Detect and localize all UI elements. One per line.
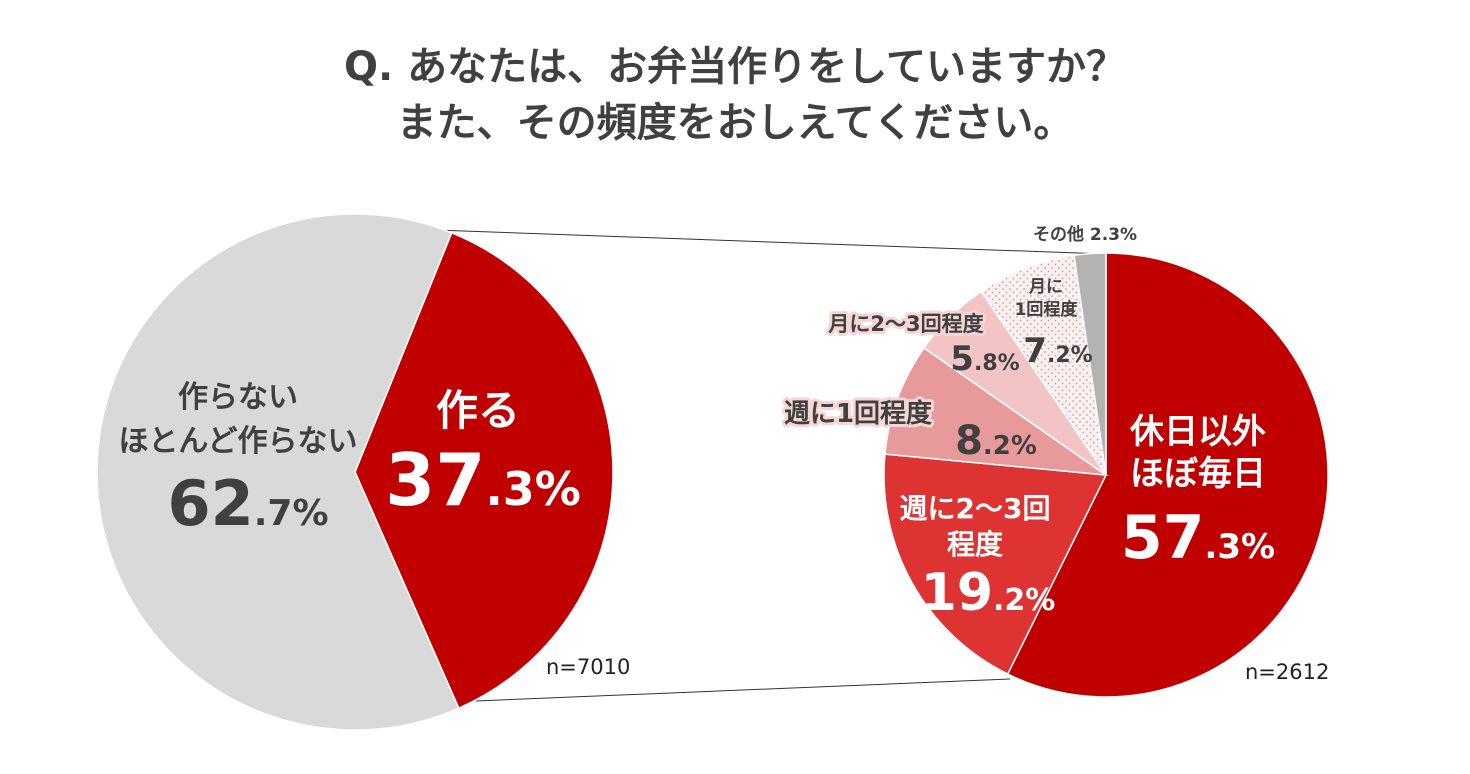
pie-chart-left	[96, 213, 614, 731]
pct-make: 37.3%	[385, 438, 581, 522]
pie-slice-right-5	[1073, 252, 1107, 476]
pie-slice-right-0	[1006, 252, 1329, 698]
label-2-3-week-line-1: 程度	[947, 528, 1003, 561]
sample-size-right: n=2612	[1245, 660, 1329, 684]
label-other-line-0: その他 2.3%	[1033, 224, 1137, 245]
pie-slice-left-0	[354, 231, 614, 710]
label-1-month-line-0: 月に	[1028, 277, 1063, 297]
pct-1-week: 8.2%	[955, 418, 1037, 464]
pct-2-3-week: 19.2%	[921, 563, 1056, 623]
label-1-month-line-1: 1回程度	[1015, 299, 1079, 320]
sample-size-left: n=7010	[546, 655, 630, 679]
connector-line-top	[434, 229, 1107, 255]
chart-title-line2: また、その頻度をおしえてください。	[397, 100, 1074, 146]
chart-title-line1: Q. あなたは、お弁当作りをしていますか？	[344, 44, 1126, 90]
connector-line-bottom	[475, 678, 1011, 702]
label-not-make-line-1: ほとんど作らない	[118, 424, 357, 459]
pie-slice-left-1	[96, 213, 460, 731]
label-make-line-0: 作る	[436, 386, 520, 435]
label-daily-line-0: 休日以外	[1129, 412, 1266, 452]
pie-slice-right-2	[884, 346, 1109, 477]
pie-slice-right-4	[980, 254, 1107, 476]
pct-not-make: 62.7%	[167, 467, 328, 540]
pie-chart-right	[883, 252, 1329, 698]
label-not-make-line-0: 作らない	[178, 380, 298, 415]
label-2-3-month-line-0: 月に2～3回程度	[827, 312, 983, 336]
label-2-3-week-line-0: 週に2～3回	[900, 492, 1051, 525]
label-daily-line-1: ほぼ毎日	[1130, 454, 1266, 494]
pct-2-3-month: 5.8%	[950, 339, 1019, 379]
pct-1-month: 7.2%	[1023, 331, 1092, 371]
pie-slice-right-1	[883, 453, 1108, 676]
label-1-week-line-0: 週に1回程度	[784, 398, 932, 429]
pct-daily: 57.3%	[1121, 503, 1275, 573]
